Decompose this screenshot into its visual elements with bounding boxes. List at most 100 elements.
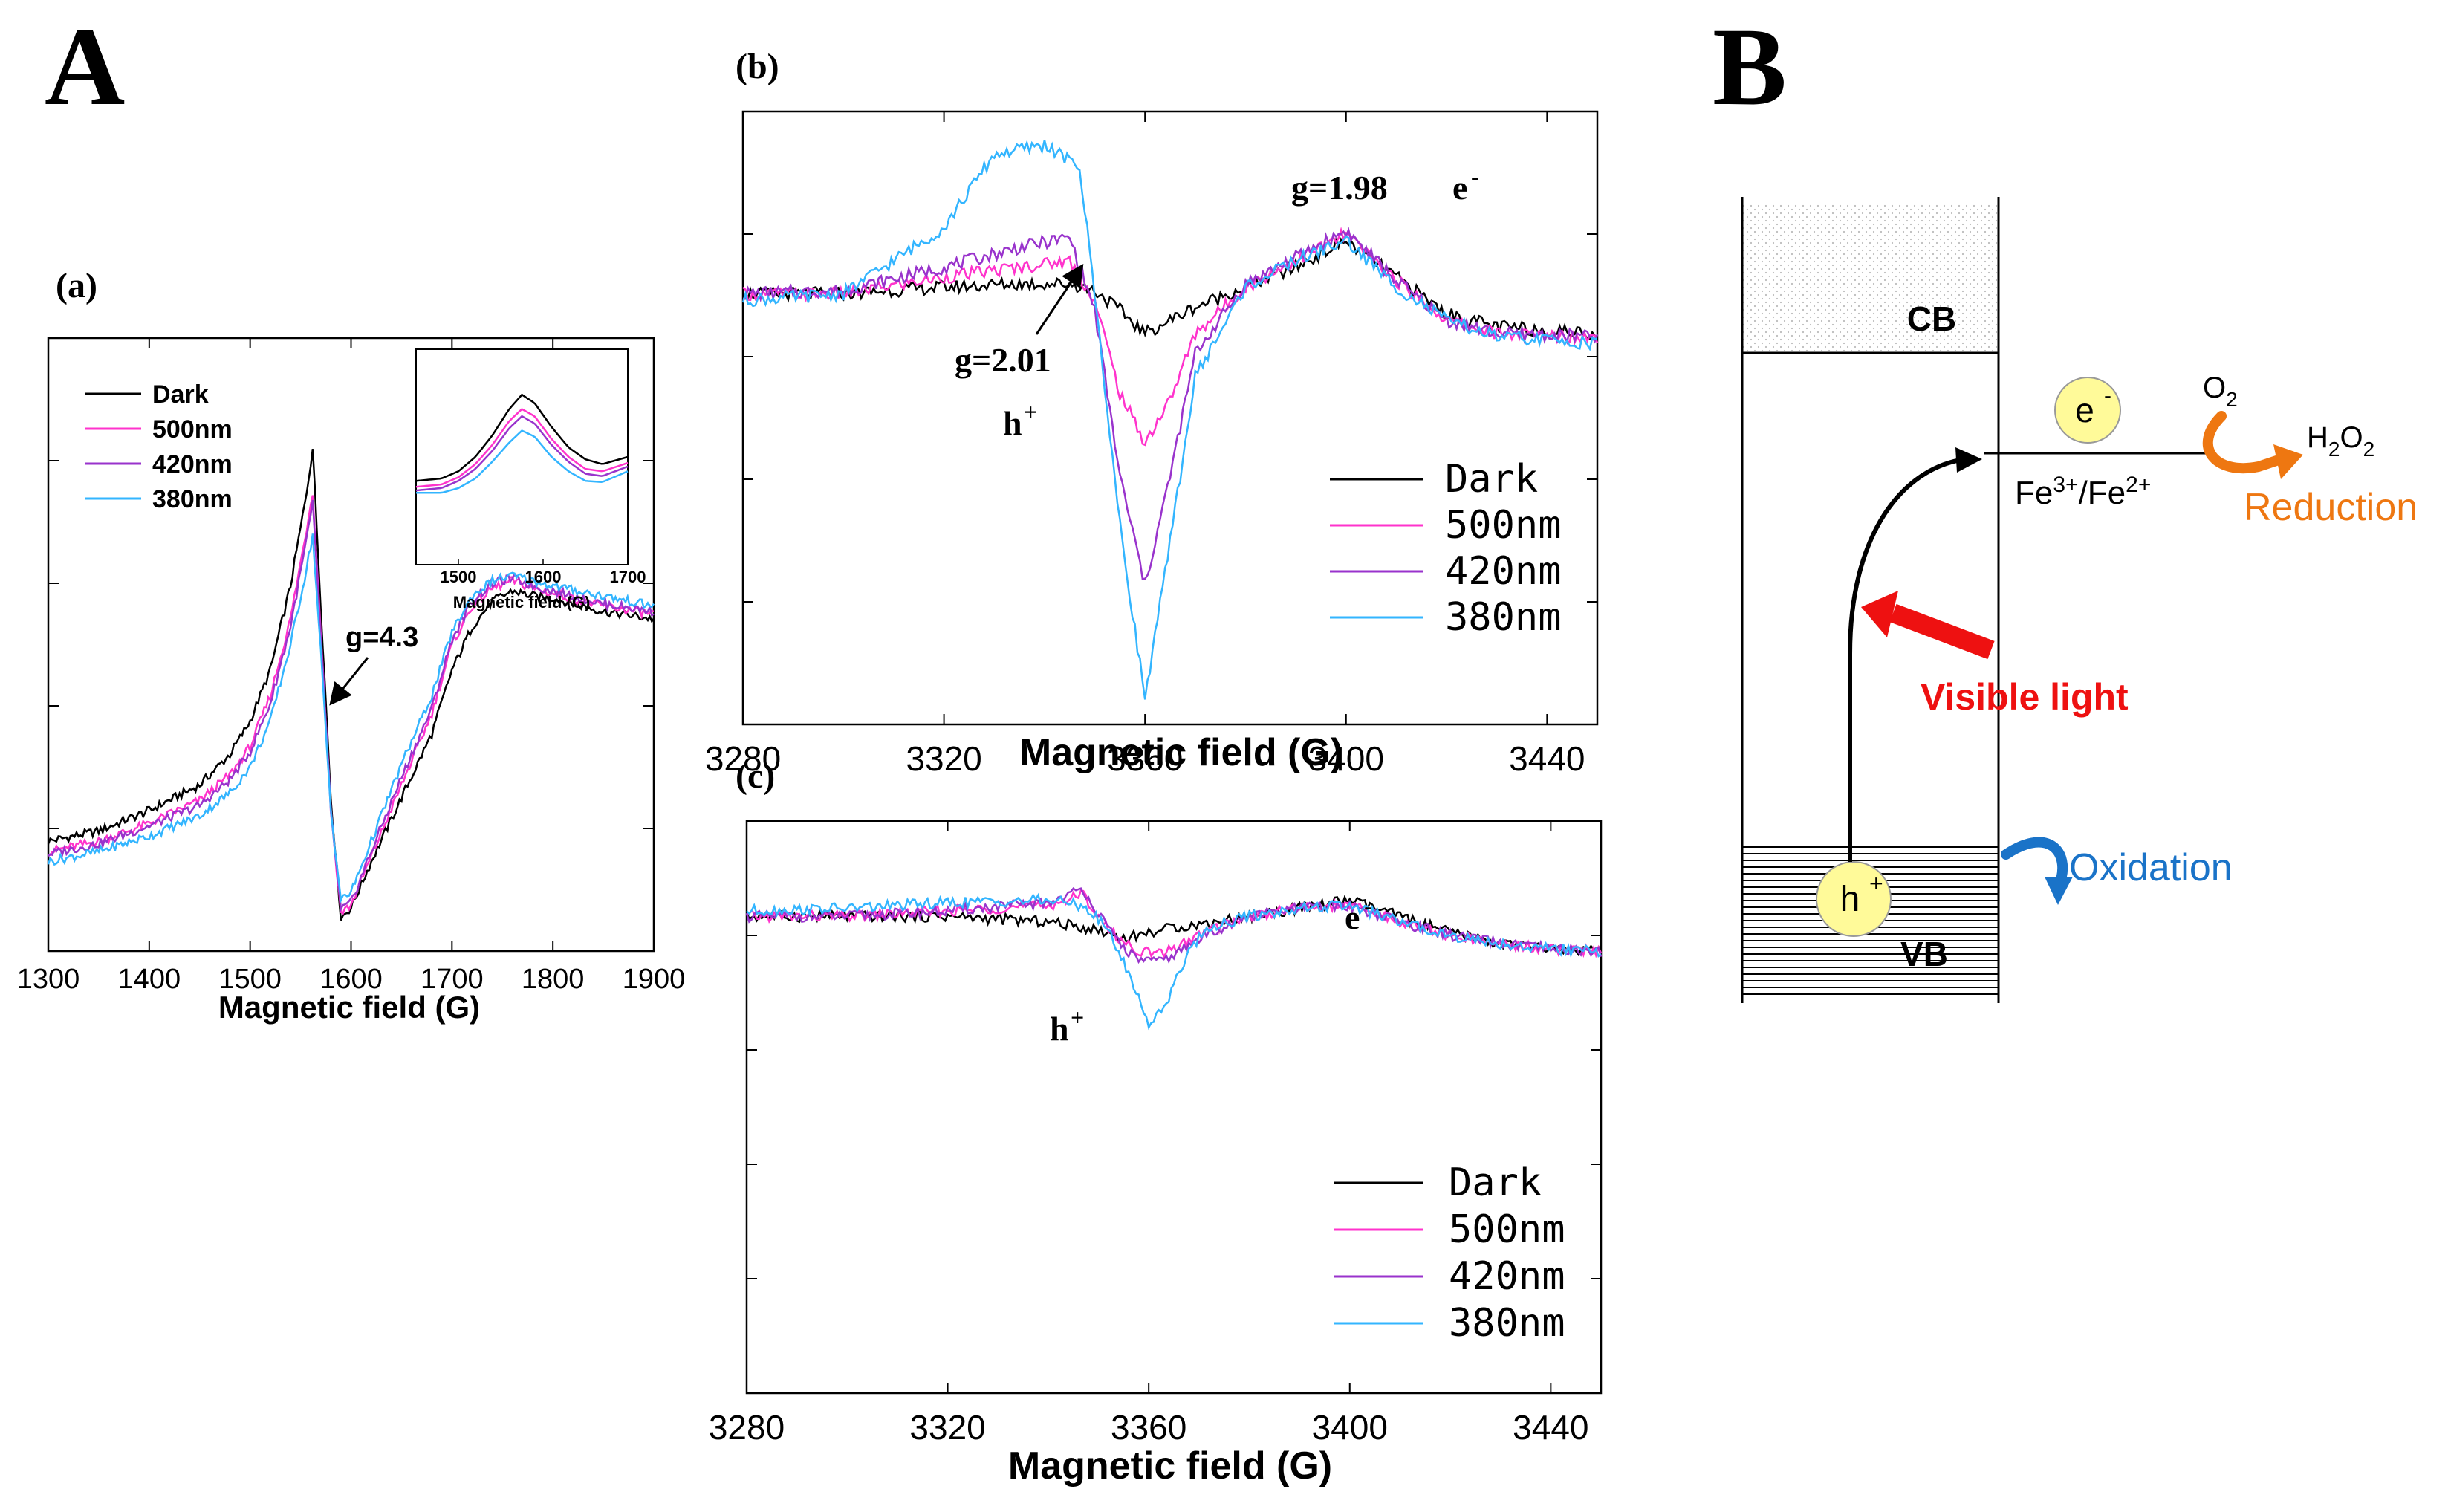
series-line-500nm <box>746 889 1603 959</box>
subplot-b-label: (b) <box>736 47 779 86</box>
x-tick-label: 3280 <box>705 739 781 778</box>
annotation-g201-arrow <box>1035 264 1084 335</box>
reduction-arrowhead <box>2273 444 2303 479</box>
annotation-c-electron: e <box>1345 898 1360 936</box>
annotation-c-hole-sup: + <box>1071 1004 1084 1031</box>
fe-sup1: 3+ <box>2053 473 2078 497</box>
inset-frame <box>415 348 629 565</box>
x-tick-label: 3360 <box>1107 739 1183 778</box>
chart-b-legend: Dark 500nm 420nm 380nm <box>1330 457 1562 640</box>
fe-slash: /Fe <box>2079 475 2126 511</box>
x-tick-label: 1500 <box>218 964 282 995</box>
fe-couple: Fe3+/Fe2+ <box>2015 473 2151 511</box>
h2o2-sub1: 2 <box>2328 438 2340 461</box>
x-tick-label: 3320 <box>909 1408 985 1447</box>
chart-c-legend: Dark 500nm 420nm 380nm <box>1334 1161 1565 1346</box>
x-tick-label: 3440 <box>1509 739 1585 778</box>
vb-label: VB <box>1900 935 1948 973</box>
legend-c-500: 500nm <box>1449 1207 1565 1252</box>
annotation-g43-arrow <box>329 657 369 706</box>
visible-light-arrow <box>1889 603 1995 660</box>
excitation-arrow <box>1848 457 1966 862</box>
annotation-g201: g=2.01 <box>955 341 1051 379</box>
subplot-a-label: (a) <box>56 266 97 305</box>
series-line-380nm <box>746 892 1602 1031</box>
o2-sub: 2 <box>2226 388 2238 411</box>
legend-c-380: 380nm <box>1449 1301 1565 1346</box>
panel-a-label: A <box>45 5 125 129</box>
x-tick-label: 3360 <box>1111 1408 1186 1447</box>
x-tick-label: 3400 <box>1312 1408 1388 1447</box>
inset-series-line-500nm <box>415 408 629 488</box>
annotation-b-hole: h <box>1003 404 1022 442</box>
o2-base: O <box>2203 371 2226 404</box>
fe-sup2: 2+ <box>2126 473 2151 497</box>
series-line-500nm <box>742 227 1599 447</box>
annotation-b-electron: e <box>1452 169 1467 207</box>
chart-a: (a) 1300 1400 1500 1600 1700 1800 1900 Dark 50… <box>17 266 686 1025</box>
h2o2-sub2: 2 <box>2363 438 2375 461</box>
legend-c-420: 420nm <box>1449 1254 1565 1299</box>
visible-light-label: Visible light <box>1921 676 2129 718</box>
chart-c-frame <box>745 820 1603 1395</box>
series-line-380nm <box>47 533 655 904</box>
o2-label: O2 <box>2203 371 2238 411</box>
series-line-420nm <box>742 227 1599 580</box>
chart-b: (b) 3280 3320 3360 3400 3440 Dark 500nm 420n… <box>705 47 1599 778</box>
chart-a-legend: Dark 500nm 420nm 380nm <box>85 380 233 513</box>
h2o2-a: H <box>2307 421 2328 454</box>
cb-region <box>1742 204 1999 353</box>
x-tick-label: 1600 <box>319 964 383 995</box>
inset-x-tick-label: 1500 <box>441 568 477 586</box>
chart-b-xlabel: Magnetic field (G) <box>1019 731 1343 774</box>
x-tick-label: 3440 <box>1513 1408 1588 1447</box>
legend-b-380: 380nm <box>1445 595 1562 640</box>
subplot-c-label: (c) <box>736 756 775 796</box>
series-line-500nm <box>48 495 655 915</box>
x-tick-label: 3280 <box>709 1408 785 1447</box>
fe-base1: Fe <box>2015 475 2053 511</box>
legend-b-500: 500nm <box>1445 503 1562 548</box>
inset-series-line-380nm <box>416 429 629 494</box>
legend-a-420: 420nm <box>152 450 233 478</box>
h2o2-label: H2O2 <box>2307 421 2374 461</box>
excitation-arrowhead <box>1955 447 1982 473</box>
x-tick-label: 1800 <box>522 964 585 995</box>
chart-c-xlabel: Magnetic field (G) <box>1008 1444 1332 1487</box>
inset-series-line-Dark <box>415 393 629 482</box>
series-line-420nm <box>48 499 655 912</box>
x-tick-label: 1900 <box>623 964 686 995</box>
hole-sup: + <box>1869 870 1883 897</box>
x-tick-label: 1400 <box>118 964 181 995</box>
electron-label: e <box>2075 391 2094 429</box>
inset-series-line-420nm <box>415 415 629 492</box>
x-tick-label: 1700 <box>421 964 484 995</box>
chart-a-inset: 1500 1600 1700 Magnetic field (G) <box>415 348 646 611</box>
cb-label: CB <box>1907 299 1956 338</box>
electron-sup: - <box>2104 383 2111 408</box>
annotation-c-electron-sup: - <box>1364 892 1372 919</box>
chart-a-xlabel: Magnetic field (G) <box>218 990 480 1025</box>
reduction-label: Reduction <box>2244 486 2418 529</box>
annotation-g198: g=1.98 <box>1291 169 1388 207</box>
inset-xlabel: Magnetic field (G) <box>453 593 591 611</box>
legend-b-dark: Dark <box>1445 457 1538 502</box>
hole-circle <box>1816 861 1892 937</box>
annotation-b-electron-sup: - <box>1471 163 1479 189</box>
series-line-Dark <box>745 895 1603 957</box>
band-diagram: CB VB e - Fe3+/Fe2+ O2 H2O2 Reduction h … <box>1741 197 2418 1003</box>
legend-a-500: 500nm <box>152 415 233 444</box>
electron-circle <box>2054 377 2121 444</box>
legend-a-380: 380nm <box>152 485 233 513</box>
h2o2-b: O <box>2340 421 2363 454</box>
series-line-Dark <box>47 449 655 921</box>
reduction-curved-arrow <box>2202 411 2286 474</box>
inset-x-tick-label: 1700 <box>610 568 646 586</box>
oxidation-label: Oxidation <box>2069 846 2233 889</box>
legend-a-dark: Dark <box>152 380 209 409</box>
legend-b-420: 420nm <box>1445 549 1562 594</box>
x-tick-label: 3320 <box>906 739 981 778</box>
series-line-380nm <box>741 139 1598 700</box>
oxidation-curved-arrow <box>2001 837 2068 893</box>
series-line-420nm <box>745 886 1603 964</box>
